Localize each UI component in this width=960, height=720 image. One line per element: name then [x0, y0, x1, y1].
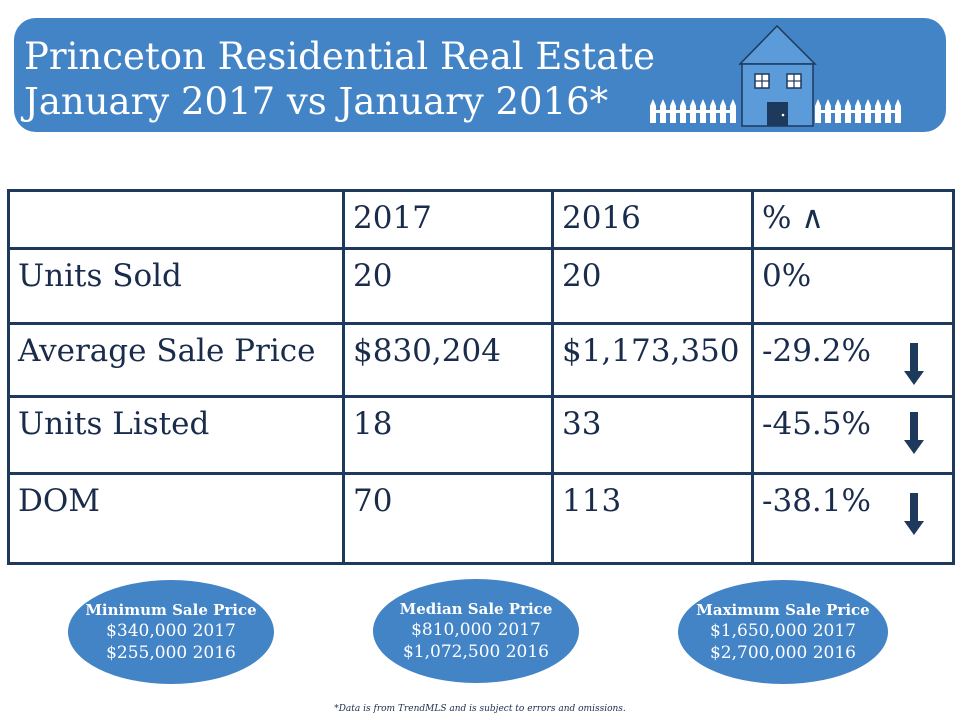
- oval-value-2016: $255,000 2016: [106, 643, 236, 663]
- median-sale-price-oval: Median Sale Price $810,000 2017 $1,072,5…: [373, 579, 579, 683]
- oval-title: Minimum Sale Price: [85, 601, 257, 619]
- row-label: Units Listed: [7, 395, 345, 475]
- header-cell-2016: 2016: [551, 189, 754, 250]
- stats-table: 2017 2016 % ∧ Units Sold 20 20 0% Averag…: [7, 189, 955, 565]
- table-header-row: 2017 2016 % ∧: [7, 189, 955, 250]
- percent-change: -29.2%: [751, 322, 955, 398]
- value-2017: 70: [342, 472, 554, 565]
- table-row: DOM 70 113 -38.1%: [7, 472, 955, 565]
- value-2017: 18: [342, 395, 554, 475]
- header-cell-change: % ∧: [751, 189, 955, 250]
- value-2016: 20: [551, 247, 754, 325]
- down-arrow-icon: [904, 412, 924, 454]
- page-title: Princeton Residential Real Estate Januar…: [24, 34, 655, 124]
- oval-value-2016: $2,700,000 2016: [709, 643, 856, 663]
- value-2017: $830,204: [342, 322, 554, 398]
- header-cell-2017: 2017: [342, 189, 554, 250]
- oval-title: Maximum Sale Price: [696, 601, 870, 619]
- percent-change: -45.5%: [751, 395, 955, 475]
- percent-change-text: -45.5%: [762, 406, 871, 442]
- oval-value-2017: $340,000 2017: [106, 621, 236, 641]
- house-with-fence-icon: [650, 24, 901, 127]
- value-2017: 20: [342, 247, 554, 325]
- percent-change-text: 0%: [762, 258, 812, 294]
- oval-value-2016: $1,072,500 2016: [402, 642, 549, 662]
- down-arrow-icon: [904, 493, 924, 535]
- minimum-sale-price-oval: Minimum Sale Price $340,000 2017 $255,00…: [68, 580, 274, 684]
- table-row: Average Sale Price $830,204 $1,173,350 -…: [7, 322, 955, 398]
- value-2016: 113: [551, 472, 754, 565]
- row-label: DOM: [7, 472, 345, 565]
- percent-change-text: -29.2%: [762, 333, 871, 369]
- row-label: Average Sale Price: [7, 322, 345, 398]
- percent-change: 0%: [751, 247, 955, 325]
- footnote: *Data is from TrendMLS and is subject to…: [334, 704, 626, 714]
- oval-value-2017: $1,650,000 2017: [709, 621, 856, 641]
- header-cell-label: [7, 189, 345, 250]
- table-row: Units Listed 18 33 -45.5%: [7, 395, 955, 475]
- percent-change: -38.1%: [751, 472, 955, 565]
- oval-title: Median Sale Price: [399, 600, 553, 618]
- down-arrow-icon: [904, 343, 924, 385]
- row-label: Units Sold: [7, 247, 345, 325]
- table-row: Units Sold 20 20 0%: [7, 247, 955, 325]
- percent-change-text: -38.1%: [762, 483, 871, 519]
- title-line-1: Princeton Residential Real Estate: [24, 35, 656, 78]
- maximum-sale-price-oval: Maximum Sale Price $1,650,000 2017 $2,70…: [678, 580, 888, 684]
- value-2016: $1,173,350: [551, 322, 754, 398]
- oval-value-2017: $810,000 2017: [411, 620, 541, 640]
- title-line-2: January 2017 vs January 2016*: [24, 80, 609, 123]
- value-2016: 33: [551, 395, 754, 475]
